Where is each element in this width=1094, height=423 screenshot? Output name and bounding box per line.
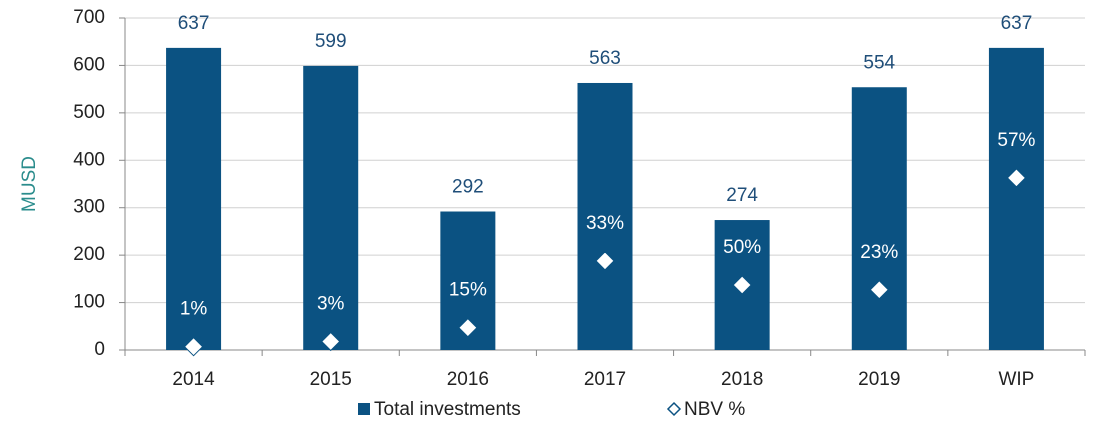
y-axis-label: MUSD <box>19 156 40 212</box>
bar <box>577 82 633 350</box>
bar <box>988 47 1044 350</box>
value-label: 599 <box>315 31 347 52</box>
x-tick-label: 2019 <box>858 369 900 390</box>
diamond-marker <box>595 251 615 271</box>
y-tick-label: 300 <box>73 197 105 218</box>
y-tick-label: 200 <box>73 244 105 265</box>
bar <box>166 47 222 350</box>
y-tick-label: 400 <box>73 149 105 170</box>
value-label: 292 <box>452 177 484 198</box>
x-tick-label: WIP <box>998 369 1034 390</box>
x-tick-label: 2015 <box>310 369 352 390</box>
data-label: 33% <box>586 213 624 234</box>
diamond-marker <box>732 275 752 295</box>
data-label: 1% <box>180 299 208 320</box>
data-label: 15% <box>449 280 487 301</box>
data-label: 50% <box>723 237 761 258</box>
value-label: 563 <box>589 48 621 69</box>
diamond-marker <box>183 336 204 357</box>
data-label: 3% <box>317 293 345 314</box>
bar <box>851 87 907 350</box>
x-tick-label: 2016 <box>447 369 489 390</box>
legend-label: NBV % <box>684 399 745 420</box>
y-tick-label: 100 <box>73 292 105 313</box>
legend-swatch <box>358 403 370 415</box>
y-tick-label: 500 <box>73 102 105 123</box>
value-label: 637 <box>178 13 210 34</box>
value-label: 274 <box>726 185 758 206</box>
bar <box>303 65 359 350</box>
x-tick-label: 2017 <box>584 369 626 390</box>
diamond-marker <box>869 280 889 300</box>
y-tick-label: 600 <box>73 54 105 75</box>
x-tick-label: 2014 <box>172 369 215 390</box>
y-tick-label: 700 <box>73 7 105 28</box>
data-label: 57% <box>997 130 1035 151</box>
diamond-marker <box>1006 168 1027 188</box>
legend-swatch <box>666 401 682 417</box>
diamond-marker <box>321 331 341 352</box>
diamond-marker <box>458 318 478 338</box>
y-tick-label: 0 <box>94 339 105 360</box>
data-label: 23% <box>860 242 898 263</box>
legend-label: Total investments <box>374 399 521 420</box>
value-label: 637 <box>1001 13 1033 34</box>
x-tick-label: 2018 <box>721 369 763 390</box>
value-label: 554 <box>863 52 895 73</box>
